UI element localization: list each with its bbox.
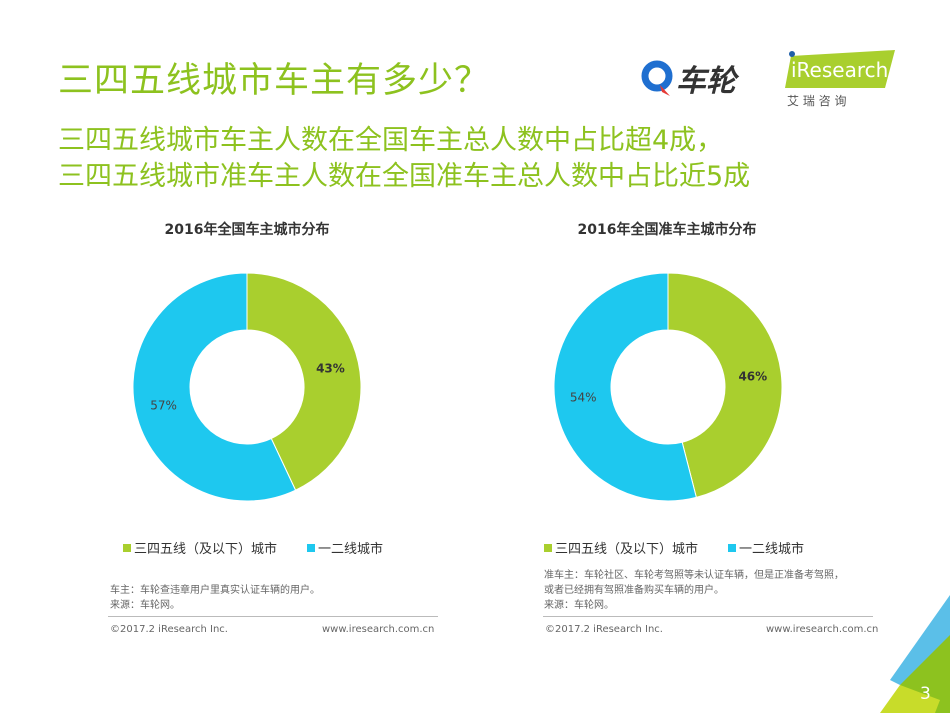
subtitle-line-2: 三四五线城市准车主人数在全国准车主总人数中占比近5成 bbox=[58, 161, 751, 192]
footer-url: www.iresearch.com.cn bbox=[766, 624, 879, 635]
divider bbox=[543, 616, 873, 617]
corner-decoration bbox=[880, 595, 950, 713]
chart-2-title: 2016年全国准车主城市分布 bbox=[577, 222, 757, 238]
chart-1-notes: 车主：车轮查违章用户里真实认证车辆的用户。 来源：车轮网。 bbox=[110, 583, 320, 613]
donut-slice-tier345 bbox=[667, 272, 783, 499]
note-line: 来源：车轮网。 bbox=[110, 600, 180, 611]
data-label: 43% bbox=[316, 361, 345, 375]
footer-url: www.iresearch.com.cn bbox=[322, 624, 435, 635]
note-line: 或者已经拥有驾照准备购买车辆的用户。 bbox=[544, 585, 724, 596]
divider bbox=[108, 616, 438, 617]
donut-slice-tier345 bbox=[246, 272, 362, 491]
chart-2-legend: 三四五线（及以下）城市 一二线城市 bbox=[544, 538, 804, 557]
data-label: 46% bbox=[738, 369, 767, 383]
page-number: 3 bbox=[920, 684, 931, 704]
legend-swatch-green bbox=[544, 543, 552, 552]
subtitle-line-1: 三四五线城市车主人数在全国车主总人数中占比超4成， bbox=[58, 125, 724, 156]
page-title: 三四五线城市车主有多少？ bbox=[58, 61, 491, 101]
chart-1-legend: 三四五线（及以下）城市 一二线城市 bbox=[123, 538, 383, 557]
note-line: 车主：车轮查违章用户里真实认证车辆的用户。 bbox=[110, 585, 320, 596]
iresearch-cn-text: 艾 瑞 咨 询 bbox=[787, 94, 847, 108]
legend-swatch-green bbox=[123, 543, 131, 552]
note-line: 来源：车轮网。 bbox=[544, 600, 614, 611]
chelun-logo-text: 车轮 bbox=[676, 64, 736, 99]
footer-copyright: ©2017.2 iResearch Inc. bbox=[545, 624, 663, 635]
data-label: 57% bbox=[150, 399, 177, 413]
chelun-q-icon bbox=[641, 60, 673, 96]
chart-2-notes: 准车主：车轮社区、车轮考驾照等未认证车辆，但是正准备考驾照， 或者已经拥有驾照准… bbox=[544, 568, 844, 613]
donut-slice-tier12 bbox=[132, 272, 297, 502]
chelun-logo: 车轮 bbox=[640, 56, 736, 100]
legend-label-tier12: 一二线城市 bbox=[739, 542, 805, 557]
legend-swatch-blue bbox=[307, 543, 316, 552]
legend-label-tier12: 一二线城市 bbox=[318, 542, 384, 557]
iresearch-logo-text: iResearch bbox=[791, 58, 889, 82]
legend-label-tier345: 三四五线（及以下）城市 bbox=[134, 542, 278, 557]
data-label: 54% bbox=[570, 391, 597, 405]
note-line: 准车主：车轮社区、车轮考驾照等未认证车辆，但是正准备考驾照， bbox=[544, 570, 844, 581]
chart-1-title: 2016年全国车主城市分布 bbox=[164, 222, 330, 238]
legend-label-tier345: 三四五线（及以下）城市 bbox=[555, 542, 699, 557]
footer-copyright: ©2017.2 iResearch Inc. bbox=[110, 624, 228, 635]
legend-swatch-blue bbox=[728, 543, 737, 552]
donut-slice-tier12 bbox=[553, 272, 697, 502]
